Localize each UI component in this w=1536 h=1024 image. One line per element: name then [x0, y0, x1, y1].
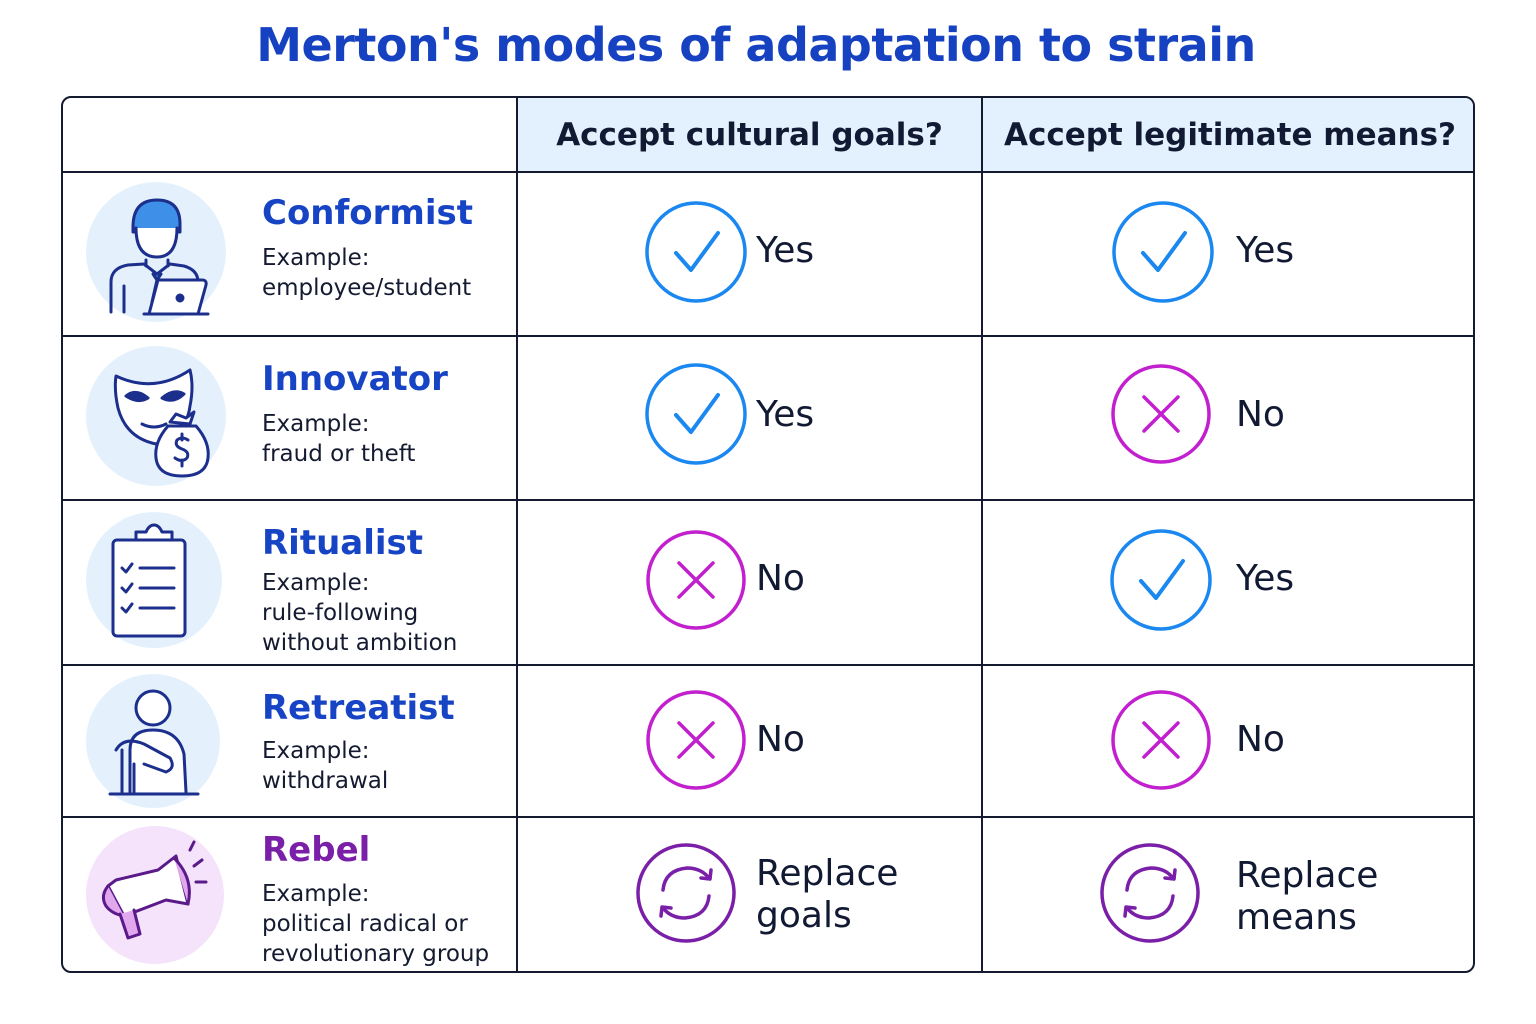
cross-circle-icon: [646, 690, 746, 790]
mode-example-conformist: Example: employee/student: [262, 243, 522, 303]
example-label: Example:: [262, 411, 370, 437]
example-text: political radical or revolutionary group: [262, 911, 490, 967]
example-text: withdrawal: [262, 768, 389, 794]
answer-text: Yes: [756, 394, 815, 435]
answer-text: Replace goals: [756, 853, 898, 937]
answer-line-1: Replace: [756, 853, 899, 894]
row-retreatist-means-cell: No: [983, 666, 1473, 818]
mode-name-innovator: Innovator: [262, 359, 448, 399]
header-means-label: Accept legitimate means?: [1003, 116, 1457, 153]
cross-circle-icon: [1111, 690, 1211, 790]
adaptation-table: Accept cultural goals? Accept legitimate…: [61, 96, 1475, 973]
row-innovator-mode-cell: Innovator Example: fraud or theft: [63, 337, 518, 501]
row-rebel-mode-cell: Rebel Example: political radical or revo…: [63, 818, 518, 971]
header-means-cell: Accept legitimate means?: [983, 98, 1473, 173]
row-ritualist-mode-cell: Ritualist Example: rule-following withou…: [63, 501, 518, 666]
check-circle-icon: [1112, 201, 1214, 303]
example-label: Example:: [262, 738, 370, 764]
office-worker-icon: [86, 182, 226, 322]
example-text: rule-following without ambition: [262, 600, 458, 656]
mode-example-innovator: Example: fraud or theft: [262, 409, 522, 469]
row-conformist-mode-cell: Conformist Example: employee/student: [63, 173, 518, 337]
row-conformist-means-cell: Yes: [983, 173, 1473, 337]
answer-text: No: [756, 558, 805, 599]
mask-money-bag-icon: [86, 346, 226, 486]
check-circle-icon: [645, 363, 747, 465]
answer-text: Yes: [1236, 230, 1295, 271]
row-ritualist-goals-cell: No: [518, 501, 983, 666]
checklist-clipboard-icon: [86, 512, 222, 648]
example-label: Example:: [262, 570, 370, 596]
megaphone-icon: [86, 826, 224, 964]
sitting-person-icon: [86, 674, 220, 808]
cross-circle-icon: [646, 530, 746, 630]
row-ritualist-means-cell: Yes: [983, 501, 1473, 666]
refresh-circle-icon: [636, 843, 736, 943]
refresh-circle-icon: [1100, 843, 1200, 943]
answer-text: No: [1236, 394, 1285, 435]
mode-name-retreatist: Retreatist: [262, 688, 455, 728]
header-goals-cell: Accept cultural goals?: [518, 98, 983, 173]
row-rebel-goals-cell: Replace goals: [518, 818, 983, 971]
example-text: employee/student: [262, 275, 472, 301]
check-circle-icon: [645, 201, 747, 303]
answer-text: Yes: [1236, 558, 1295, 599]
mode-name-ritualist: Ritualist: [262, 523, 424, 563]
mode-name-rebel: Rebel: [262, 830, 371, 870]
row-innovator-goals-cell: Yes: [518, 337, 983, 501]
row-retreatist-mode-cell: Retreatist Example: withdrawal: [63, 666, 518, 818]
row-retreatist-goals-cell: No: [518, 666, 983, 818]
answer-text: No: [756, 719, 805, 760]
header-goals-label: Accept cultural goals?: [556, 116, 943, 153]
cross-circle-icon: [1111, 364, 1211, 464]
mode-name-conformist: Conformist: [262, 193, 474, 233]
row-rebel-means-cell: Replace means: [983, 818, 1473, 971]
header-empty-cell: [63, 98, 518, 173]
example-text: fraud or theft: [262, 441, 416, 467]
example-label: Example:: [262, 881, 370, 907]
answer-text: Replace means: [1236, 855, 1378, 939]
mode-example-retreatist: Example: withdrawal: [262, 736, 522, 796]
answer-text: Yes: [756, 230, 815, 271]
answer-line-2: goals: [756, 895, 852, 936]
answer-text: No: [1236, 719, 1285, 760]
answer-line-2: means: [1236, 897, 1357, 938]
row-innovator-means-cell: No: [983, 337, 1473, 501]
page-title: Merton's modes of adaptation to strain: [256, 18, 1256, 72]
mode-example-rebel: Example: political radical or revolution…: [262, 879, 502, 969]
answer-line-1: Replace: [1236, 855, 1379, 896]
check-circle-icon: [1110, 529, 1212, 631]
row-conformist-goals-cell: Yes: [518, 173, 983, 337]
mode-example-ritualist: Example: rule-following without ambition: [262, 568, 522, 658]
example-label: Example:: [262, 245, 370, 271]
